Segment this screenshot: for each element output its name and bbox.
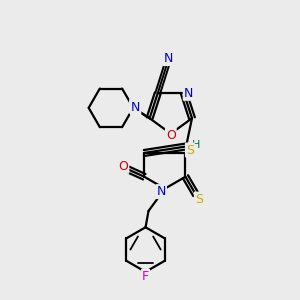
Text: N: N [131, 101, 140, 114]
Text: S: S [195, 193, 203, 206]
Text: N: N [164, 52, 173, 65]
Text: N: N [130, 100, 140, 113]
Text: S: S [186, 143, 194, 157]
Text: H: H [192, 140, 201, 150]
Text: N: N [184, 87, 193, 100]
Text: N: N [157, 185, 166, 198]
Text: F: F [142, 270, 149, 283]
Text: O: O [166, 129, 176, 142]
Text: O: O [118, 160, 128, 173]
